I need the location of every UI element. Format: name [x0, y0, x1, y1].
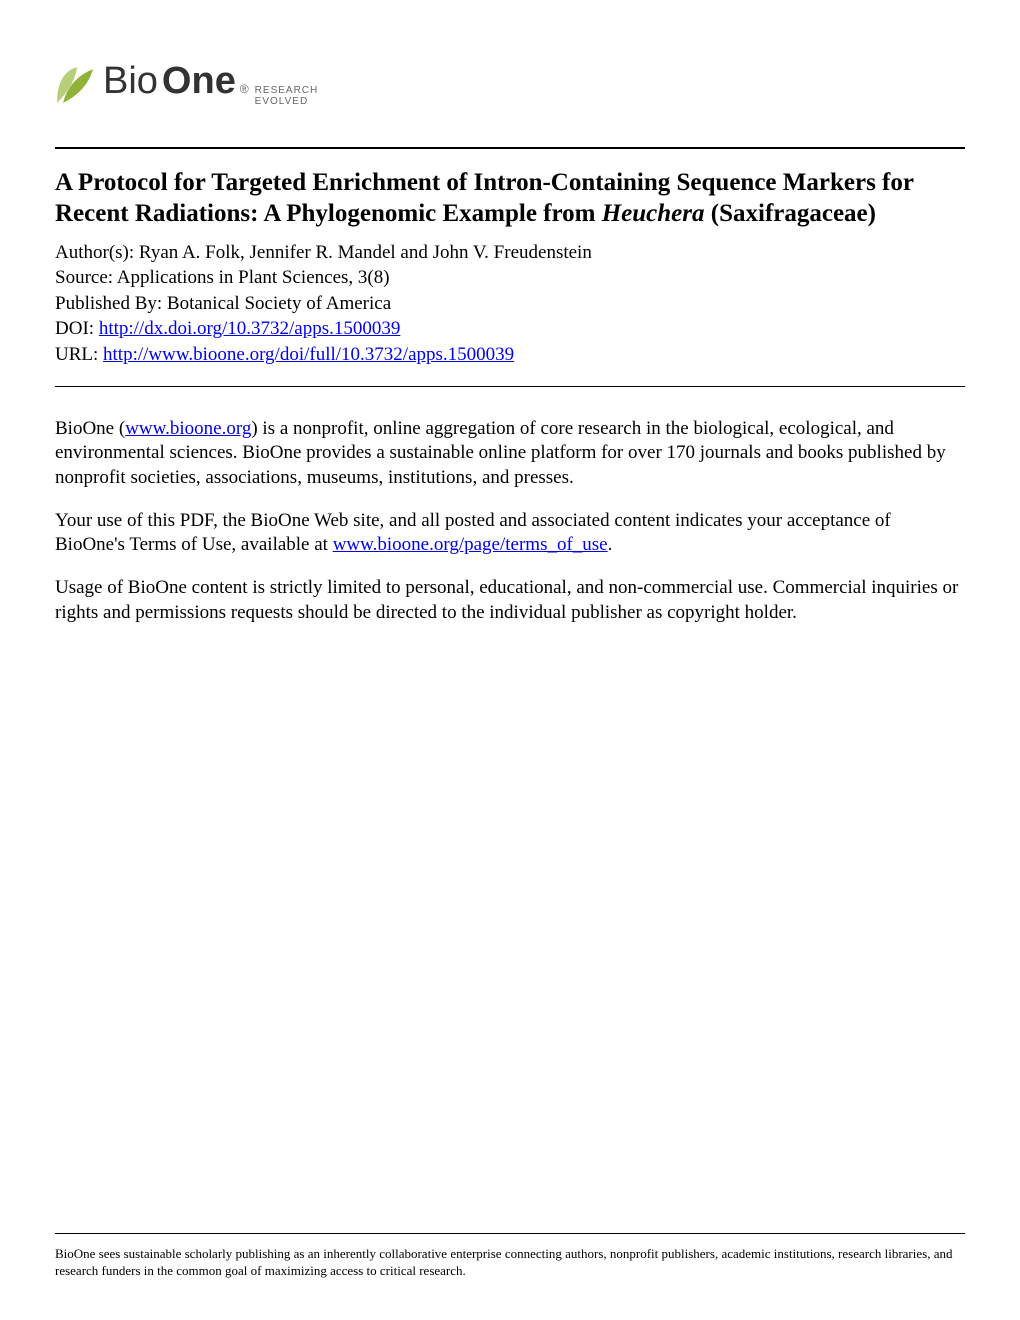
divider-mid: [55, 386, 965, 387]
article-title: A Protocol for Targeted Enrichment of In…: [55, 167, 965, 230]
divider-footer: [55, 1233, 965, 1234]
divider-top: [55, 147, 965, 149]
leaf-icon: [55, 63, 97, 105]
logo-one-text: One: [162, 60, 236, 103]
logo-bio-text: Bio: [103, 60, 158, 103]
article-metadata: Author(s): Ryan A. Folk, Jennifer R. Man…: [55, 240, 965, 368]
bioone-home-link[interactable]: www.bioone.org: [125, 418, 251, 439]
source-line: Source: Applications in Plant Sciences, …: [55, 265, 965, 291]
logo-tagline: RESEARCH EVOLVED: [255, 85, 319, 107]
footer-statement: BioOne sees sustainable scholarly publis…: [55, 1246, 965, 1280]
body-content: BioOne (www.bioone.org) is a nonprofit, …: [55, 417, 965, 644]
authors-line: Author(s): Ryan A. Folk, Jennifer R. Man…: [55, 240, 965, 266]
usage-paragraph: Usage of BioOne content is strictly limi…: [55, 576, 965, 625]
doi-line: DOI: http://dx.doi.org/10.3732/apps.1500…: [55, 316, 965, 342]
about-bioone-paragraph: BioOne (www.bioone.org) is a nonprofit, …: [55, 417, 965, 491]
publisher-logo: BioOne ® RESEARCH EVOLVED: [55, 60, 965, 107]
doi-link[interactable]: http://dx.doi.org/10.3732/apps.1500039: [99, 318, 401, 339]
terms-of-use-link[interactable]: www.bioone.org/page/terms_of_use: [333, 534, 608, 555]
logo-registered: ®: [240, 82, 249, 96]
url-line: URL: http://www.bioone.org/doi/full/10.3…: [55, 342, 965, 368]
published-by-line: Published By: Botanical Society of Ameri…: [55, 291, 965, 317]
terms-paragraph: Your use of this PDF, the BioOne Web sit…: [55, 509, 965, 558]
url-link[interactable]: http://www.bioone.org/doi/full/10.3732/a…: [103, 344, 514, 365]
